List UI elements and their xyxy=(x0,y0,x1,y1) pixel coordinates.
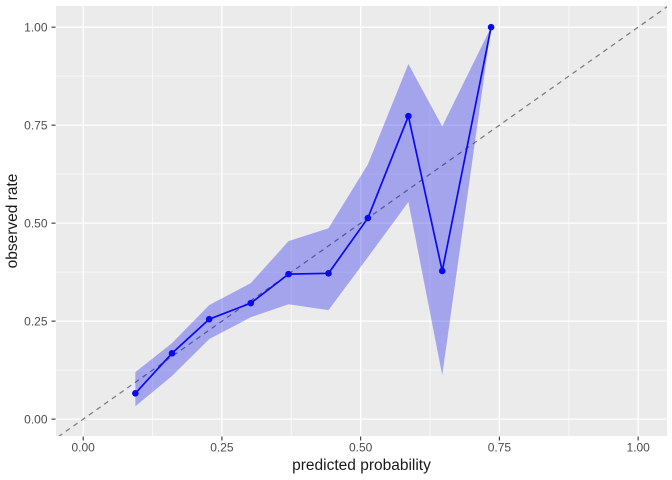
x-tick-label: 0.50 xyxy=(349,441,373,455)
minor-gridlines xyxy=(56,6,667,436)
x-tick-label: 0.25 xyxy=(210,441,234,455)
data-point xyxy=(168,349,176,357)
y-tick-label: 0.50 xyxy=(24,216,48,230)
y-axis: 0.00 0.25 0.50 0.75 1.00 xyxy=(24,20,56,426)
x-tick-label: 1.00 xyxy=(626,441,650,455)
y-axis-title: observed rate xyxy=(4,174,21,269)
x-tick-label: 0.00 xyxy=(72,441,96,455)
data-point xyxy=(285,270,292,278)
y-tick-label: 0.75 xyxy=(24,118,48,132)
major-gridlines xyxy=(56,6,667,436)
calibration-line xyxy=(134,26,492,394)
plot-panel xyxy=(56,6,667,436)
identity-reference-line xyxy=(58,6,667,436)
data-point xyxy=(364,214,372,222)
data-point xyxy=(247,299,255,307)
data-points xyxy=(132,23,495,397)
confidence-ribbon xyxy=(135,27,492,407)
data-point xyxy=(132,389,139,397)
data-point xyxy=(405,112,412,120)
y-tick-label: 0.25 xyxy=(24,314,48,328)
data-point xyxy=(205,315,213,323)
data-point xyxy=(438,267,446,275)
x-tick-label: 0.75 xyxy=(488,441,512,455)
x-axis-title: predicted probability xyxy=(292,457,431,474)
data-point xyxy=(325,270,332,277)
data-point xyxy=(487,23,495,31)
x-axis: 0.00 0.25 0.50 0.75 1.00 xyxy=(72,436,650,455)
y-tick-label: 1.00 xyxy=(24,20,48,34)
y-tick-label: 0.00 xyxy=(24,412,48,426)
